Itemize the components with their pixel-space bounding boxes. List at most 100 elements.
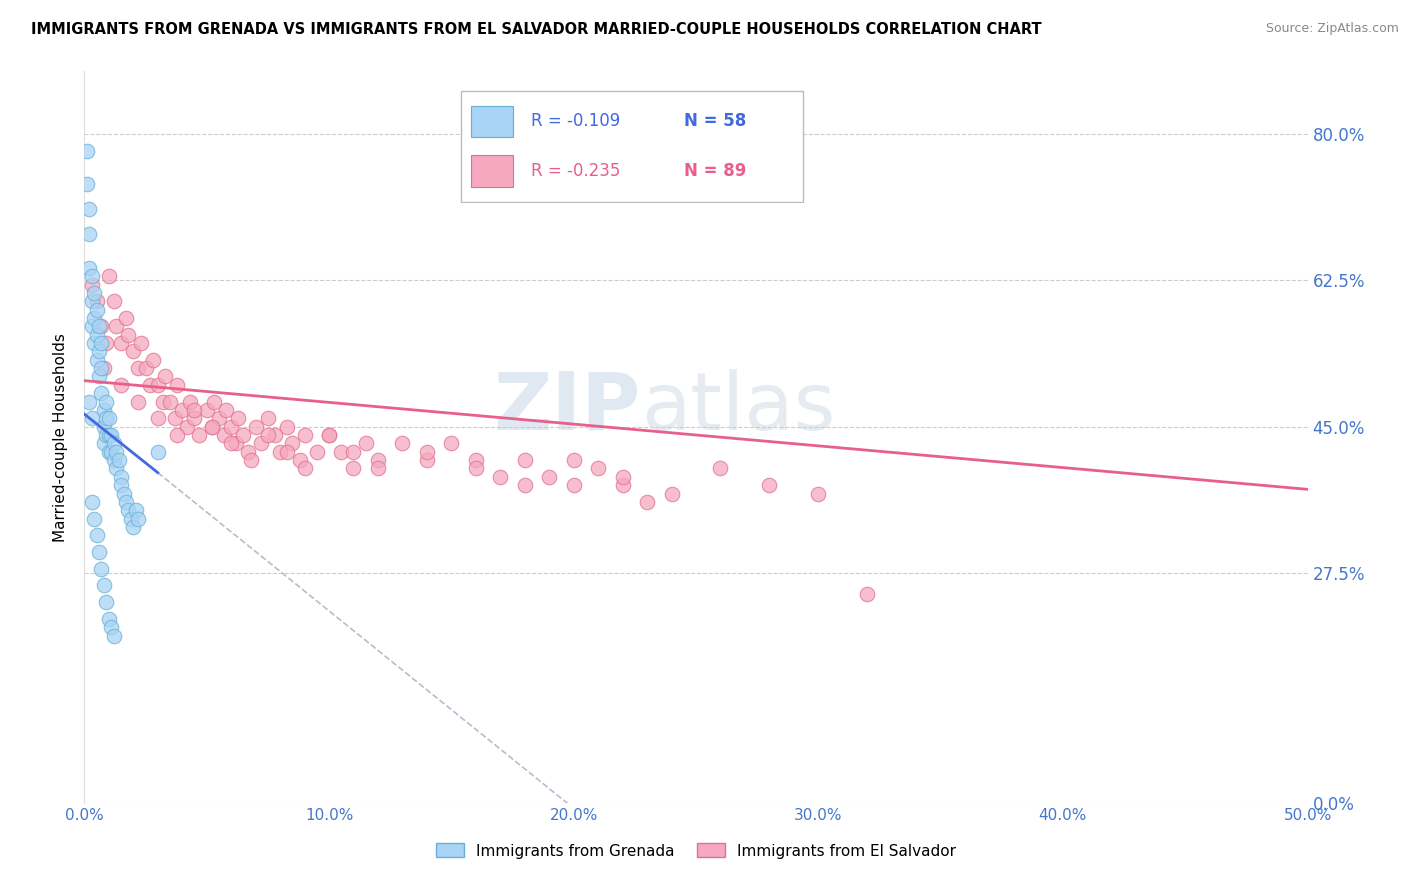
Point xyxy=(183,403,205,417)
Point xyxy=(212,428,235,442)
Point xyxy=(513,453,536,467)
Point xyxy=(90,562,112,576)
Point xyxy=(281,436,304,450)
Point xyxy=(127,511,149,525)
Point xyxy=(86,352,108,367)
Point xyxy=(90,386,112,401)
Point xyxy=(127,361,149,376)
Point xyxy=(305,444,328,458)
Point xyxy=(80,277,103,292)
Point xyxy=(159,394,181,409)
Point xyxy=(80,269,103,284)
Point xyxy=(86,528,108,542)
Point xyxy=(513,478,536,492)
Point xyxy=(96,595,118,609)
Point xyxy=(612,478,634,492)
Point xyxy=(105,461,128,475)
Point xyxy=(166,428,188,442)
Point xyxy=(90,319,112,334)
Point xyxy=(239,453,262,467)
Point xyxy=(225,436,247,450)
Point xyxy=(87,344,110,359)
Point xyxy=(93,436,115,450)
Point xyxy=(97,428,120,442)
Point xyxy=(176,419,198,434)
Point xyxy=(856,587,879,601)
Point xyxy=(77,260,100,275)
Point xyxy=(612,470,634,484)
Point xyxy=(330,444,353,458)
Point xyxy=(636,495,658,509)
Point xyxy=(416,444,439,458)
Point xyxy=(86,294,108,309)
Point xyxy=(202,394,225,409)
Point xyxy=(257,428,280,442)
Point xyxy=(153,369,176,384)
Point xyxy=(166,377,188,392)
Point xyxy=(179,394,201,409)
Point xyxy=(276,444,298,458)
Point xyxy=(342,461,364,475)
Point xyxy=(117,327,139,342)
Point xyxy=(86,302,108,317)
Point xyxy=(489,470,512,484)
Point xyxy=(215,403,238,417)
Point xyxy=(228,411,250,425)
Point xyxy=(77,394,100,409)
Point xyxy=(200,419,222,434)
Point xyxy=(93,419,115,434)
Point xyxy=(86,327,108,342)
Point xyxy=(110,470,132,484)
Point xyxy=(238,444,260,458)
Point xyxy=(276,419,298,434)
Point xyxy=(163,411,186,425)
Point xyxy=(367,461,389,475)
Point xyxy=(96,336,118,351)
Point xyxy=(83,336,105,351)
Point xyxy=(807,486,830,500)
Point xyxy=(77,227,100,242)
Point xyxy=(294,461,316,475)
Point xyxy=(105,319,128,334)
Point xyxy=(117,503,139,517)
Point xyxy=(100,444,122,458)
Point xyxy=(103,436,125,450)
Point xyxy=(97,612,120,626)
Point xyxy=(288,453,311,467)
Point xyxy=(127,394,149,409)
Point xyxy=(110,377,132,392)
Point xyxy=(83,310,105,325)
Point xyxy=(208,411,231,425)
Point xyxy=(129,336,152,351)
Point xyxy=(93,361,115,376)
Point xyxy=(245,419,267,434)
Point xyxy=(562,478,585,492)
Point xyxy=(77,202,100,217)
Point xyxy=(76,144,98,158)
Point xyxy=(440,436,463,450)
Point xyxy=(318,428,340,442)
Point xyxy=(87,319,110,334)
Point xyxy=(172,403,194,417)
Point xyxy=(97,269,120,284)
Point xyxy=(269,444,291,458)
Y-axis label: Married-couple Households: Married-couple Households xyxy=(53,333,69,541)
Point xyxy=(135,361,157,376)
Point xyxy=(110,478,132,492)
Point xyxy=(93,403,115,417)
Point xyxy=(90,336,112,351)
Point xyxy=(562,453,585,467)
Point xyxy=(115,310,138,325)
Point xyxy=(538,470,561,484)
Point xyxy=(391,436,413,450)
Point xyxy=(97,444,120,458)
Point xyxy=(294,428,316,442)
Point xyxy=(232,428,254,442)
Point xyxy=(142,352,165,367)
Point xyxy=(188,428,211,442)
Point xyxy=(342,444,364,458)
Point xyxy=(96,394,118,409)
Point xyxy=(83,511,105,525)
Point xyxy=(586,461,609,475)
Point xyxy=(146,411,169,425)
